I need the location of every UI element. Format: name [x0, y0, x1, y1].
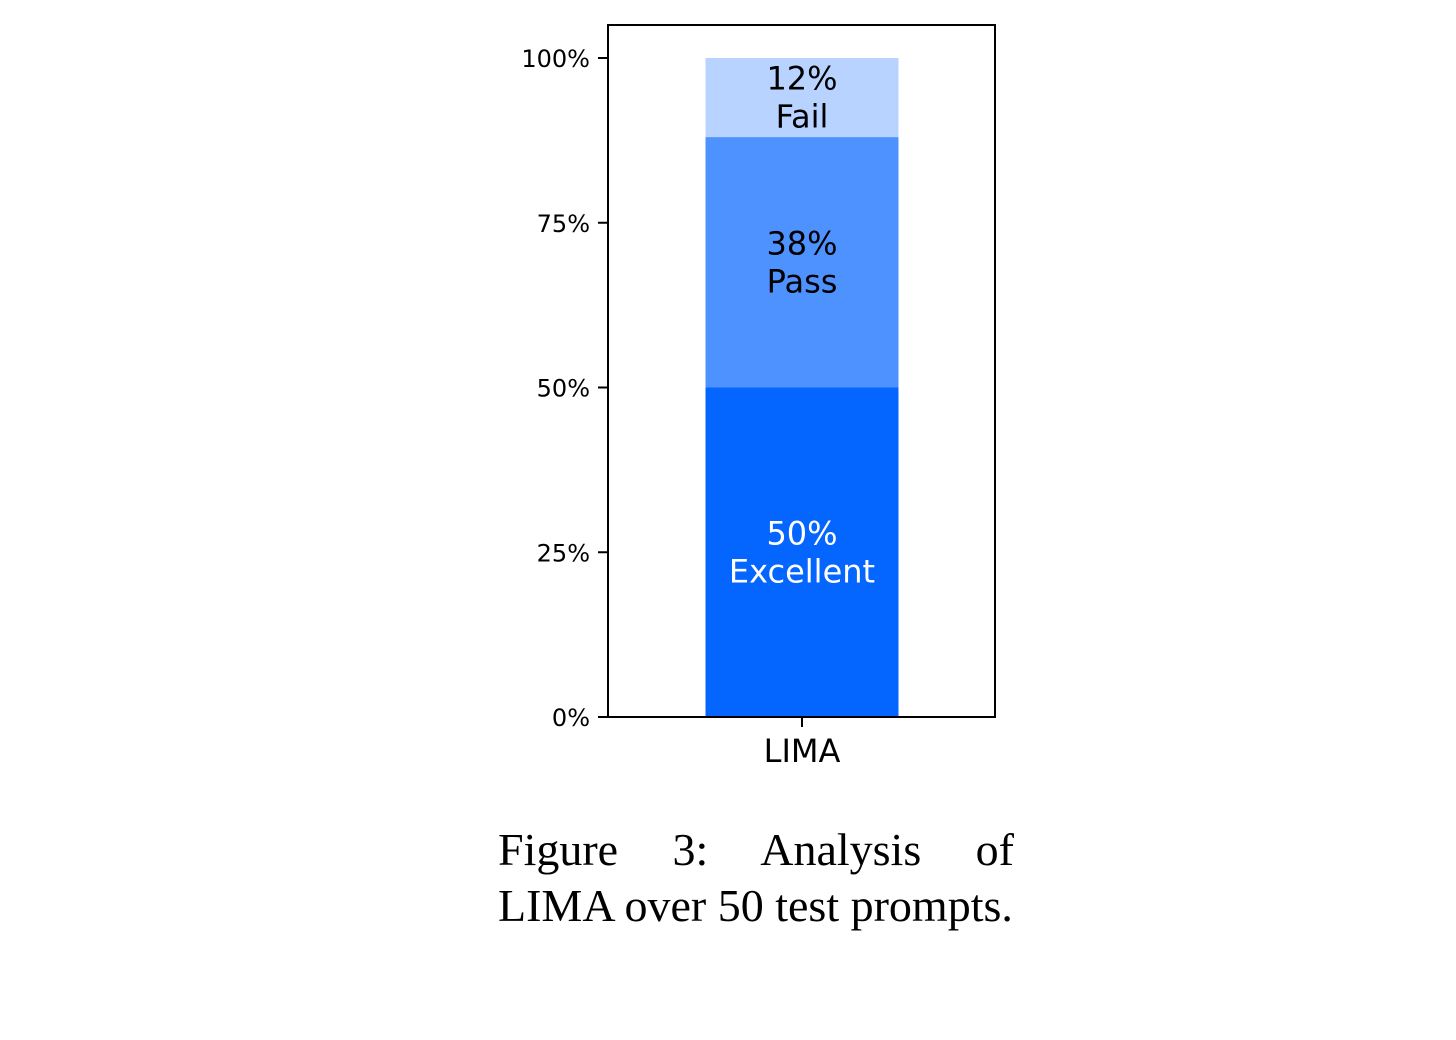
segment-value-excellent: 50% [766, 514, 837, 552]
y-tick-label: 25% [537, 539, 590, 567]
bar-segment-fail [705, 58, 899, 138]
segment-value-pass: 38% [766, 224, 837, 262]
segment-name-pass: Pass [767, 262, 838, 300]
segment-label-excellent: 50% Excellent [729, 514, 875, 590]
figure-caption: Figure 3: Analysis of LIMA over 50 test … [498, 824, 1014, 931]
y-tick-label: 0% [552, 704, 590, 732]
segment-name-fail: Fail [776, 98, 829, 136]
y-tick-label: 50% [537, 375, 590, 403]
y-tick-label: 75% [537, 210, 590, 238]
y-tick-label: 100% [521, 45, 590, 73]
segment-value-fail: 12% [766, 60, 837, 98]
y-axis: 0% 25% 50% 75% 100% [521, 45, 608, 732]
x-axis: LIMA [764, 717, 841, 770]
segment-name-excellent: Excellent [729, 552, 875, 590]
bars-layer [705, 58, 899, 717]
bar-segment-excellent [705, 387, 899, 717]
segment-label-fail: 12% Fail [766, 60, 837, 136]
segment-label-pass: 38% Pass [766, 224, 837, 300]
bar-segment-pass [705, 137, 899, 388]
x-tick-label: LIMA [764, 732, 841, 770]
segment-labels-layer: 50% Excellent 38% Pass 12% Fail [729, 60, 875, 591]
